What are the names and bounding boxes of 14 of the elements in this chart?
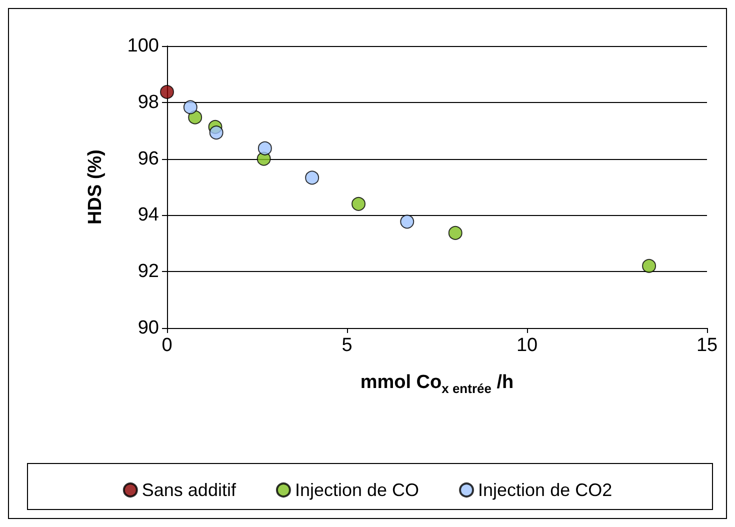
y-tick-label: 92 <box>138 261 159 282</box>
y-tick-label: 98 <box>138 92 159 113</box>
y-tick-label: 94 <box>138 204 160 226</box>
x-tick-label: 0 <box>162 335 172 356</box>
y-axis-title: HDS (%) <box>85 150 106 224</box>
x-tick-label: 5 <box>342 335 352 356</box>
legend-label: Injection de CO <box>294 480 420 500</box>
x-tick-label: 15 <box>696 335 718 356</box>
y-tick-label: 96 <box>138 148 159 170</box>
y-tick-label: 100 <box>127 36 159 56</box>
legend-label: Sans additif <box>142 480 237 500</box>
legend-label: Injection de CO2 <box>478 480 612 500</box>
y-tick-label: 90 <box>138 318 159 338</box>
x-tick-label: 10 <box>516 335 538 356</box>
